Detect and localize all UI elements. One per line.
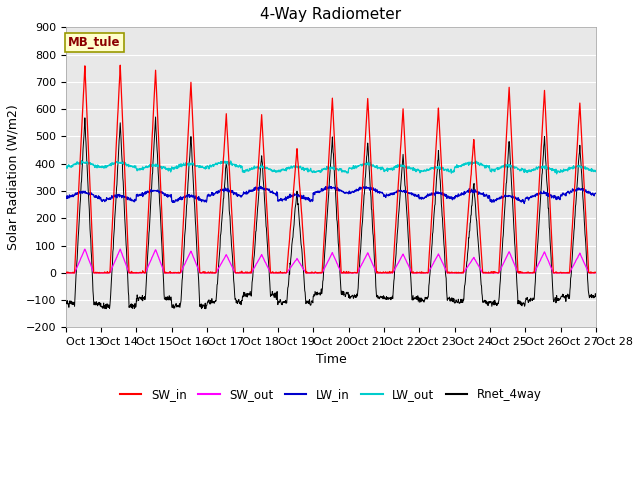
Y-axis label: Solar Radiation (W/m2): Solar Radiation (W/m2) [7, 105, 20, 250]
Title: 4-Way Radiometer: 4-Way Radiometer [260, 7, 401, 22]
X-axis label: Time: Time [316, 353, 346, 366]
Legend: SW_in, SW_out, LW_in, LW_out, Rnet_4way: SW_in, SW_out, LW_in, LW_out, Rnet_4way [115, 383, 547, 406]
Text: MB_tule: MB_tule [68, 36, 121, 49]
